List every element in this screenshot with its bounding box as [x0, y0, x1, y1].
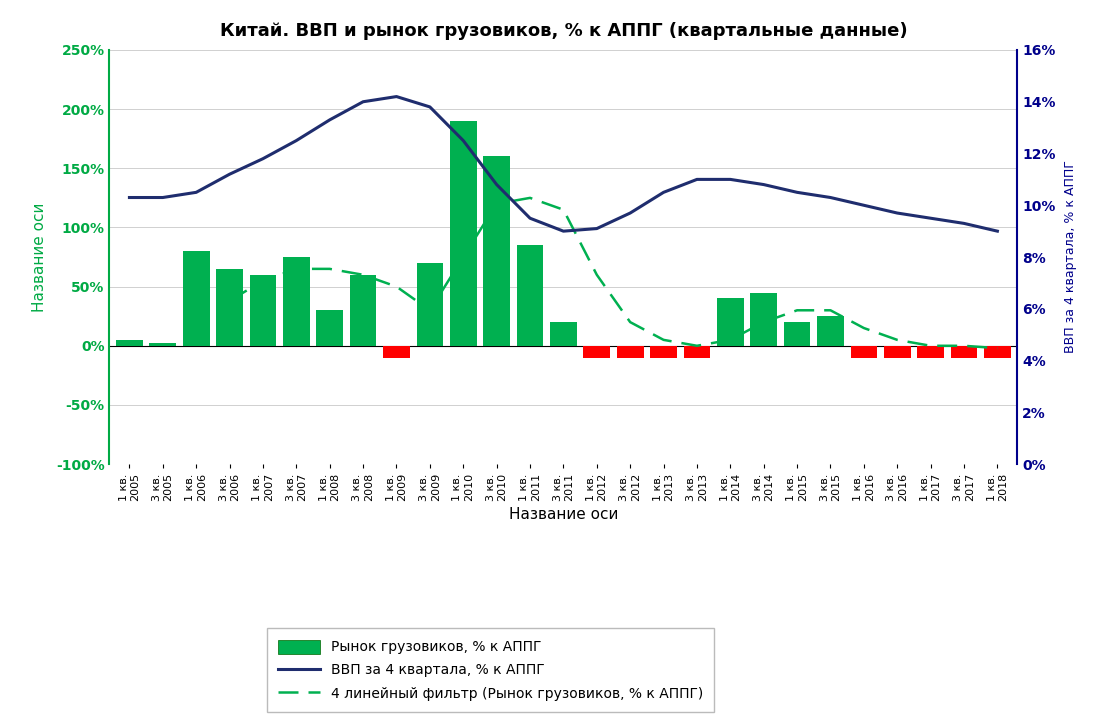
Title: Китай. ВВП и рынок грузовиков, % к АППГ (квартальные данные): Китай. ВВП и рынок грузовиков, % к АППГ … — [220, 22, 907, 40]
Bar — [650, 346, 677, 358]
Bar — [516, 245, 544, 346]
Bar — [951, 346, 977, 358]
X-axis label: Название оси: Название оси — [509, 507, 618, 522]
Bar — [617, 346, 643, 358]
Bar — [684, 346, 710, 358]
Legend: Рынок грузовиков, % к АППГ, ВВП за 4 квартала, % к АППГ, 4 линейный фильтр (Рыно: Рынок грузовиков, % к АППГ, ВВП за 4 ква… — [267, 628, 714, 712]
Bar — [750, 293, 777, 346]
Bar — [316, 311, 344, 346]
Bar — [484, 156, 510, 346]
Bar — [717, 298, 744, 346]
Bar — [150, 343, 176, 346]
Y-axis label: Название оси: Название оси — [33, 202, 47, 312]
Bar — [116, 340, 143, 346]
Bar — [850, 346, 877, 358]
Bar — [249, 275, 277, 346]
Y-axis label: ВВП за 4 квартала, % к АППГ: ВВП за 4 квартала, % к АППГ — [1064, 161, 1078, 353]
Bar — [350, 275, 376, 346]
Bar — [583, 346, 610, 358]
Bar — [383, 346, 410, 358]
Bar — [817, 316, 843, 346]
Bar — [984, 346, 1011, 358]
Bar — [884, 346, 910, 358]
Bar — [217, 269, 243, 346]
Bar — [183, 251, 210, 346]
Bar — [550, 322, 577, 346]
Bar — [283, 257, 310, 346]
Bar — [917, 346, 944, 358]
Bar — [783, 322, 811, 346]
Bar — [450, 121, 477, 346]
Bar — [417, 263, 443, 346]
